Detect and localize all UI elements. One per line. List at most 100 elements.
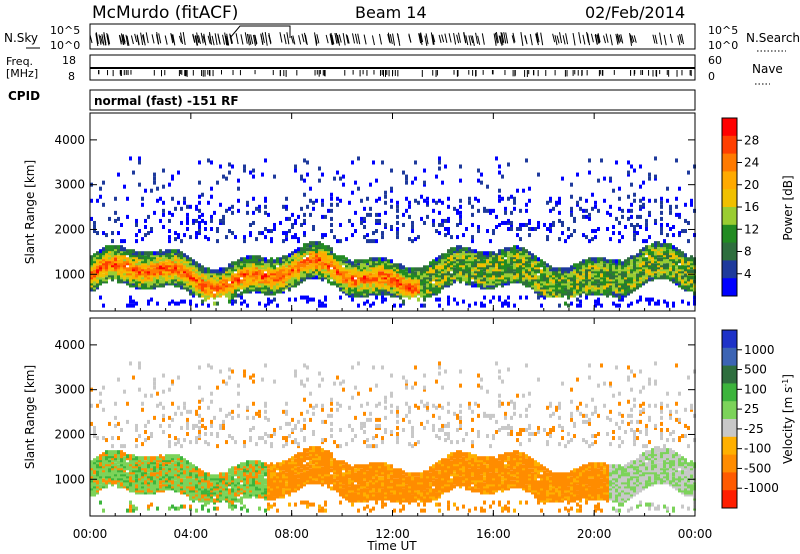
power-cell [180, 220, 183, 225]
power-cell [270, 287, 273, 292]
velocity-cell [129, 466, 132, 471]
power-cell [318, 275, 321, 280]
power-cell [609, 212, 612, 217]
power-cell [681, 277, 684, 282]
power-cell [294, 259, 297, 264]
velocity-cell [213, 490, 216, 495]
power-cell [351, 160, 354, 165]
power-cell [288, 259, 291, 264]
power-cell [213, 293, 216, 298]
power-cell [615, 271, 618, 276]
velocity-cell [237, 498, 240, 503]
power-cell [414, 283, 417, 288]
power-cell [387, 267, 390, 272]
power-cell [438, 297, 441, 302]
power-cell [147, 231, 150, 236]
power-cell [645, 247, 648, 252]
power-cell [603, 281, 606, 286]
power-cell [669, 261, 672, 266]
power-cell [678, 259, 681, 264]
power-cell [477, 224, 480, 229]
power-cell [321, 198, 324, 203]
velocity-cell [90, 470, 93, 475]
power-cell [432, 289, 435, 294]
velocity-cell [108, 421, 111, 426]
power-cell [687, 273, 690, 278]
power-cell [324, 259, 327, 264]
power-cell [615, 160, 618, 165]
power-cell [396, 235, 399, 240]
power-cell [399, 265, 402, 270]
power-cell [474, 275, 477, 280]
power-cell [492, 277, 495, 282]
power-cell [231, 231, 234, 236]
power-cell [285, 263, 288, 268]
power-cell [603, 277, 606, 282]
power-cell [660, 271, 663, 276]
velocity-cell [192, 464, 195, 469]
power-cell [444, 259, 447, 264]
power-cell [666, 253, 669, 258]
power-cell [504, 275, 507, 280]
power-cell [177, 233, 180, 238]
power-cell [207, 295, 210, 300]
power-cell [330, 222, 333, 227]
power-cell [498, 164, 501, 169]
power-cell [153, 172, 156, 177]
power-cell [228, 287, 231, 292]
velocity-cell [174, 464, 177, 469]
power-cell [621, 291, 624, 296]
power-cell [273, 287, 276, 292]
velocity-cell [144, 429, 147, 434]
power-cell [153, 285, 156, 290]
power-cell [597, 273, 600, 278]
velocity-cell [111, 454, 114, 459]
power-cell [615, 275, 618, 280]
power-cell [660, 210, 663, 215]
power-cell [399, 279, 402, 284]
power-cell [156, 265, 159, 270]
velocity-cell [126, 464, 129, 469]
power-cell [426, 214, 429, 219]
power-cell [567, 267, 570, 272]
power-cell [333, 269, 336, 274]
velocity-cell [135, 466, 138, 471]
power-cell [621, 273, 624, 278]
power-cell [579, 285, 582, 290]
power-cell [690, 257, 693, 262]
power-cell [528, 277, 531, 282]
velocity-cell [93, 480, 96, 485]
power-cell [552, 220, 555, 225]
velocity-cell [213, 484, 216, 489]
power-cell [375, 178, 378, 183]
power-cell [141, 259, 144, 264]
power-cell [618, 295, 621, 300]
power-cell [138, 269, 141, 274]
velocity-cell [225, 478, 228, 483]
power-cell [153, 267, 156, 272]
velocity-cell [156, 456, 159, 461]
power-cell [450, 277, 453, 282]
velocity-cell [213, 482, 216, 487]
power-cell [432, 269, 435, 274]
power-cell [543, 291, 546, 296]
power-cell [396, 231, 399, 236]
cpid-text: normal (fast) -151 RF [94, 94, 239, 108]
power-cell [531, 253, 534, 258]
power-cell [96, 231, 99, 236]
power-cell [156, 257, 159, 262]
velocity-cell [114, 466, 117, 471]
power-cell [315, 243, 318, 248]
velocity-cell [108, 468, 111, 473]
power-cell [429, 263, 432, 268]
power-cell [495, 267, 498, 272]
power-cell [207, 158, 210, 163]
velocity-cell [123, 476, 126, 481]
power-cell [489, 253, 492, 258]
power-cell [120, 279, 123, 284]
power-cell [252, 267, 255, 272]
power-cell [396, 200, 399, 205]
velocity-cell [90, 492, 93, 497]
power-cell [231, 269, 234, 274]
power-cell [642, 249, 645, 254]
